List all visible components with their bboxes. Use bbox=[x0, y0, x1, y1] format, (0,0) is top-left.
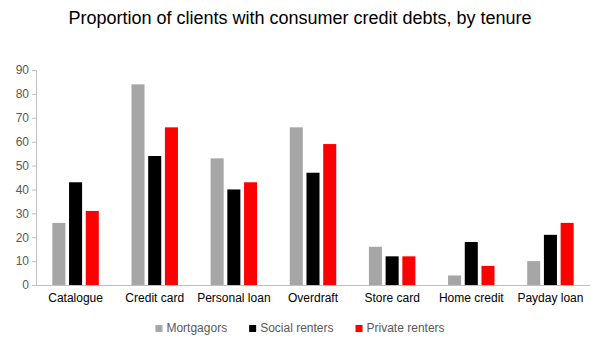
legend-label: Mortgagors bbox=[166, 321, 227, 335]
x-axis: Catalogue Credit card Personal loan Overdra… bbox=[37, 286, 591, 305]
y-tick-label: 70 bbox=[16, 111, 30, 125]
y-tick: 60 bbox=[16, 135, 36, 149]
bar bbox=[165, 127, 178, 285]
x-tick-label: Catalogue bbox=[48, 291, 103, 305]
y-tick-mark bbox=[32, 70, 36, 71]
y-tick: 30 bbox=[16, 207, 36, 221]
y-axis: 0 10 20 30 40 50 60 70 80 90 bbox=[16, 63, 37, 292]
legend-item: Private renters bbox=[356, 321, 445, 335]
legend-swatch bbox=[249, 325, 256, 332]
bar bbox=[481, 266, 494, 285]
y-tick-label: 60 bbox=[16, 135, 30, 149]
bar bbox=[369, 247, 382, 285]
bar-series bbox=[52, 84, 540, 285]
y-tick-label: 90 bbox=[16, 63, 30, 77]
chart-svg: Proportion of clients with consumer cred… bbox=[0, 0, 600, 357]
bar bbox=[244, 182, 257, 285]
bar bbox=[131, 84, 144, 285]
y-tick: 90 bbox=[16, 63, 36, 77]
x-tick-label: Overdraft bbox=[288, 291, 339, 305]
x-tick: Store card bbox=[364, 291, 419, 305]
y-tick-label: 20 bbox=[16, 231, 30, 245]
y-tick: 70 bbox=[16, 111, 36, 125]
legend-label: Social renters bbox=[260, 321, 333, 335]
x-tick: Catalogue bbox=[48, 291, 103, 305]
legend-swatch bbox=[155, 325, 162, 332]
y-tick-label: 10 bbox=[16, 254, 30, 268]
chart-title: Proportion of clients with consumer cred… bbox=[68, 8, 531, 28]
y-tick: 80 bbox=[16, 87, 36, 101]
legend-item: Mortgagors bbox=[155, 321, 227, 335]
bar bbox=[386, 256, 399, 285]
bar bbox=[323, 144, 336, 285]
bar bbox=[448, 275, 461, 285]
x-tick: Personal loan bbox=[197, 291, 270, 305]
y-tick-label: 50 bbox=[16, 159, 30, 173]
y-tick-label: 30 bbox=[16, 207, 30, 221]
bar bbox=[148, 156, 161, 285]
y-tick-mark bbox=[32, 94, 36, 95]
bars bbox=[52, 84, 573, 285]
x-tick: Home credit bbox=[439, 291, 504, 305]
y-tick-mark bbox=[32, 189, 36, 190]
legend-swatch bbox=[356, 325, 363, 332]
legend: Mortgagors Social renters Private renters bbox=[155, 321, 444, 335]
y-tick: 50 bbox=[16, 159, 36, 173]
bar-series bbox=[69, 156, 557, 285]
y-tick-label: 40 bbox=[16, 183, 30, 197]
bar bbox=[561, 223, 574, 285]
x-tick: Credit card bbox=[125, 291, 184, 305]
x-tick: Overdraft bbox=[288, 291, 339, 305]
y-tick-mark bbox=[32, 142, 36, 143]
y-tick: 20 bbox=[16, 231, 36, 245]
bar bbox=[86, 211, 99, 285]
x-tick-label: Payday loan bbox=[517, 291, 583, 305]
legend-label: Private renters bbox=[367, 321, 445, 335]
plot-area: 0 10 20 30 40 50 60 70 80 90 Catalogue Credit card P… bbox=[16, 63, 591, 304]
bar bbox=[306, 173, 319, 285]
bar bbox=[69, 182, 82, 285]
x-tick: Payday loan bbox=[517, 291, 583, 305]
x-tick-label: Home credit bbox=[439, 291, 504, 305]
bar bbox=[544, 235, 557, 285]
y-tick-mark bbox=[32, 261, 36, 262]
bar bbox=[227, 189, 240, 285]
y-tick-mark bbox=[32, 118, 36, 119]
bar bbox=[465, 242, 478, 285]
x-tick-label: Credit card bbox=[125, 291, 184, 305]
x-tick-label: Personal loan bbox=[197, 291, 270, 305]
x-tick-label: Store card bbox=[364, 291, 419, 305]
chart-container: Proportion of clients with consumer cred… bbox=[0, 0, 600, 357]
bar bbox=[402, 256, 415, 285]
bar-series bbox=[86, 127, 574, 285]
y-axis-line bbox=[32, 71, 37, 286]
y-tick-label: 0 bbox=[22, 278, 29, 292]
x-axis-line bbox=[37, 285, 591, 286]
bar bbox=[211, 158, 224, 285]
y-tick: 0 bbox=[22, 278, 36, 292]
bar bbox=[52, 223, 65, 285]
y-tick-mark bbox=[32, 237, 36, 238]
y-tick-label: 80 bbox=[16, 87, 30, 101]
y-tick-mark bbox=[32, 166, 36, 167]
legend-item: Social renters bbox=[249, 321, 333, 335]
bar bbox=[527, 261, 540, 285]
y-tick: 10 bbox=[16, 254, 36, 268]
y-tick-mark bbox=[32, 213, 36, 214]
y-tick: 40 bbox=[16, 183, 36, 197]
y-tick-mark bbox=[32, 285, 36, 286]
bar bbox=[290, 127, 303, 285]
